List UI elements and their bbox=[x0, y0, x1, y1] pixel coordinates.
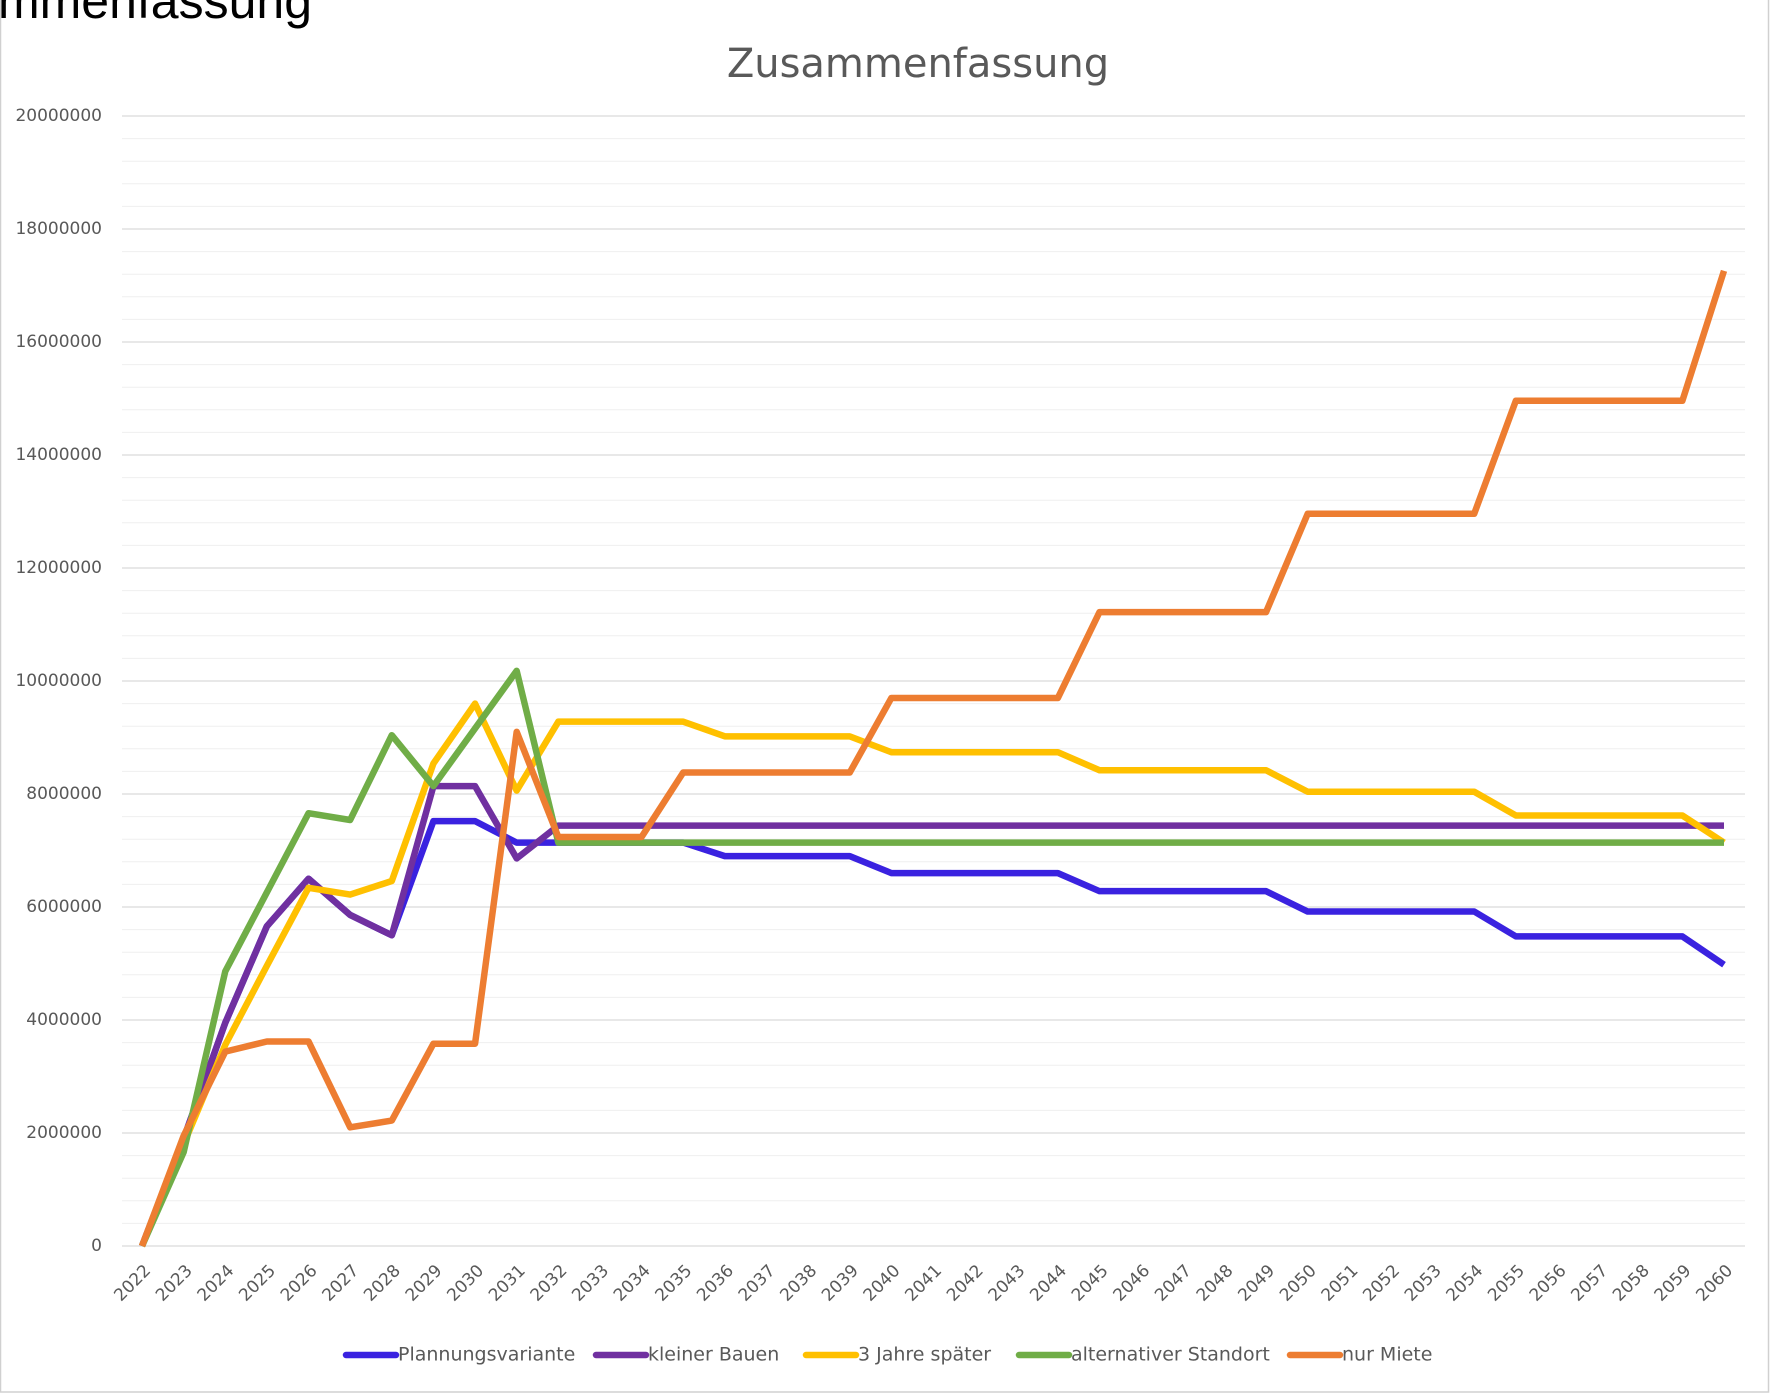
legend-label: alternativer Standort bbox=[1071, 1344, 1270, 1366]
series-line bbox=[138, 700, 1726, 1248]
y-tick-label: 18000000 bbox=[15, 219, 102, 239]
series-line bbox=[139, 667, 1724, 1248]
x-tick-label: 2053 bbox=[1401, 1261, 1446, 1306]
x-tick-label: 2043 bbox=[985, 1261, 1030, 1306]
legend-label: Plannungsvariante bbox=[398, 1344, 575, 1366]
x-tick-label: 2040 bbox=[860, 1261, 905, 1306]
x-tick-label: 2051 bbox=[1318, 1261, 1363, 1306]
x-tick-label: 2042 bbox=[943, 1261, 988, 1306]
header-fragment: mmenfassung bbox=[0, 0, 312, 29]
x-tick-label: 2029 bbox=[402, 1261, 447, 1306]
x-tick-label: 2041 bbox=[901, 1261, 946, 1306]
x-tick-label: 2039 bbox=[818, 1261, 863, 1306]
y-tick-label: 14000000 bbox=[15, 445, 102, 465]
legend-label: nur Miete bbox=[1342, 1344, 1432, 1366]
x-tick-label: 2032 bbox=[527, 1261, 572, 1306]
x-tick-label: 2044 bbox=[1026, 1261, 1071, 1306]
x-tick-label: 2024 bbox=[194, 1261, 239, 1306]
x-tick-label: 2058 bbox=[1609, 1261, 1654, 1306]
x-tick-label: 2054 bbox=[1443, 1261, 1488, 1306]
x-tick-label: 2028 bbox=[360, 1261, 405, 1306]
y-tick-label: 6000000 bbox=[26, 897, 102, 917]
x-tick-label: 2047 bbox=[1151, 1261, 1196, 1306]
y-tick-label: 2000000 bbox=[26, 1123, 102, 1143]
x-tick-label: 2027 bbox=[318, 1261, 363, 1306]
series-line bbox=[138, 269, 1728, 1248]
x-tick-label: 2034 bbox=[610, 1261, 655, 1306]
x-tick-label: 2022 bbox=[110, 1261, 155, 1306]
x-tick-label: 2055 bbox=[1484, 1261, 1529, 1306]
x-tick-label: 2045 bbox=[1068, 1261, 1113, 1306]
x-tick-label: 2030 bbox=[443, 1261, 488, 1306]
x-tick-label: 2046 bbox=[1109, 1261, 1154, 1306]
x-tick-label: 2031 bbox=[485, 1261, 530, 1306]
x-tick-label: 2060 bbox=[1692, 1261, 1737, 1306]
y-tick-label: 20000000 bbox=[15, 106, 102, 126]
x-tick-label: 2026 bbox=[277, 1261, 322, 1306]
x-tick-label: 2050 bbox=[1276, 1261, 1321, 1306]
y-tick-label: 0 bbox=[91, 1236, 102, 1256]
x-tick-label: 2052 bbox=[1359, 1261, 1404, 1306]
x-tick-label: 2056 bbox=[1526, 1261, 1571, 1306]
x-tick-label: 2023 bbox=[152, 1261, 197, 1306]
x-tick-label: 2038 bbox=[776, 1261, 821, 1306]
y-tick-label: 16000000 bbox=[15, 332, 102, 352]
x-tick-label: 2049 bbox=[1234, 1261, 1279, 1306]
x-tick-label: 2059 bbox=[1651, 1261, 1696, 1306]
chart-title: Zusammenfassung bbox=[727, 41, 1109, 87]
x-tick-label: 2057 bbox=[1567, 1261, 1612, 1306]
y-tick-label: 8000000 bbox=[26, 784, 102, 804]
series-line bbox=[138, 782, 1724, 1248]
x-tick-label: 2033 bbox=[568, 1261, 613, 1306]
y-tick-label: 12000000 bbox=[15, 558, 102, 578]
y-tick-label: 4000000 bbox=[26, 1010, 102, 1030]
legend-label: 3 Jahre später bbox=[858, 1344, 991, 1366]
x-tick-label: 2025 bbox=[235, 1261, 280, 1306]
y-tick-label: 10000000 bbox=[15, 671, 102, 691]
x-tick-label: 2037 bbox=[735, 1261, 780, 1306]
x-tick-label: 2048 bbox=[1193, 1261, 1238, 1306]
legend-label: kleiner Bauen bbox=[648, 1344, 779, 1366]
x-tick-label: 2036 bbox=[693, 1261, 738, 1306]
x-tick-label: 2035 bbox=[652, 1261, 697, 1306]
